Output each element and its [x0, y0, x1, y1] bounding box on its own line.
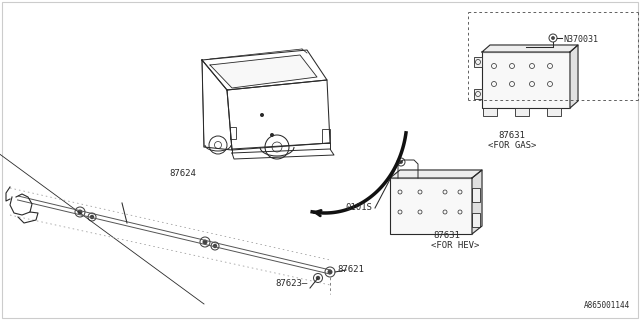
- Bar: [472, 213, 480, 227]
- Bar: [483, 108, 497, 116]
- Text: 87623—: 87623—: [276, 279, 308, 289]
- Text: <FOR HEV>: <FOR HEV>: [431, 241, 479, 250]
- Polygon shape: [472, 170, 482, 234]
- Text: N370031: N370031: [563, 35, 598, 44]
- Bar: [390, 178, 472, 234]
- Text: <FOR GAS>: <FOR GAS>: [488, 141, 536, 150]
- Bar: [482, 52, 570, 108]
- Bar: [515, 108, 529, 116]
- Bar: [547, 108, 561, 116]
- Text: 0101S: 0101S: [345, 204, 372, 212]
- Bar: [474, 57, 482, 67]
- Circle shape: [328, 270, 332, 274]
- Circle shape: [260, 113, 264, 117]
- Text: 87624: 87624: [170, 169, 196, 178]
- Text: 87621: 87621: [337, 266, 364, 275]
- Polygon shape: [570, 45, 578, 108]
- Circle shape: [78, 210, 82, 214]
- Circle shape: [552, 37, 554, 39]
- Circle shape: [317, 276, 319, 279]
- Text: A865001144: A865001144: [584, 301, 630, 310]
- Polygon shape: [482, 45, 578, 52]
- Text: 87631: 87631: [433, 231, 460, 240]
- Circle shape: [204, 240, 207, 244]
- Polygon shape: [390, 170, 482, 178]
- Circle shape: [400, 161, 402, 163]
- Polygon shape: [210, 55, 317, 88]
- Bar: [230, 127, 236, 139]
- Text: 87631: 87631: [499, 131, 525, 140]
- Circle shape: [90, 215, 93, 219]
- Bar: [322, 129, 330, 143]
- Bar: [472, 188, 480, 202]
- Bar: [474, 89, 482, 99]
- Circle shape: [214, 244, 216, 247]
- Circle shape: [270, 133, 274, 137]
